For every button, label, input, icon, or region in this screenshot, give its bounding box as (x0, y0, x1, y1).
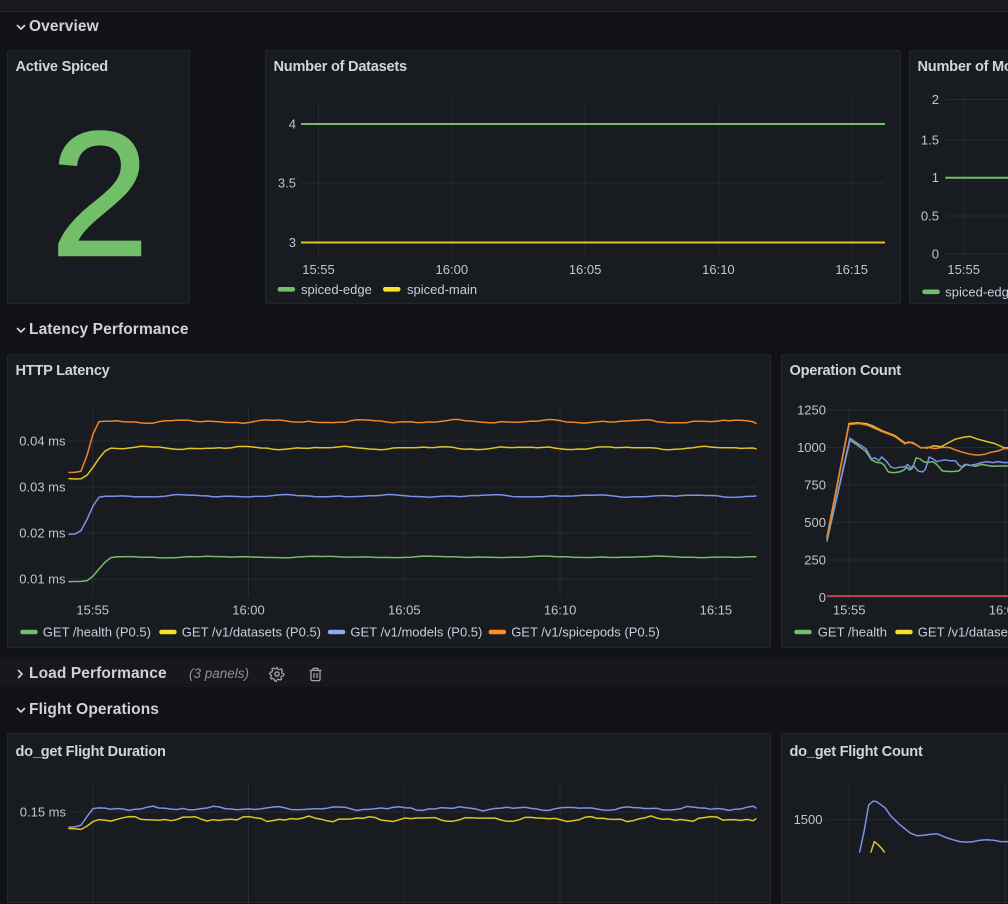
svg-text:4: 4 (289, 117, 296, 132)
svg-text:3.5: 3.5 (278, 176, 296, 191)
svg-text:1: 1 (932, 170, 939, 185)
svg-text:GET /v1/spicepods (P0.5): GET /v1/spicepods (P0.5) (511, 625, 660, 640)
svg-text:0.5: 0.5 (921, 209, 939, 224)
svg-text:16:00: 16:00 (989, 603, 1008, 618)
svg-text:spiced-edge: spiced-edge (301, 282, 372, 297)
svg-text:2: 2 (932, 92, 939, 107)
svg-text:15:55: 15:55 (833, 603, 866, 618)
svg-text:16:10: 16:10 (544, 603, 577, 618)
svg-text:15:55: 15:55 (76, 603, 109, 618)
svg-text:1250: 1250 (797, 403, 826, 418)
svg-text:spiced-main: spiced-main (407, 282, 477, 297)
svg-text:16:15: 16:15 (835, 262, 868, 277)
svg-text:GET /health: GET /health (818, 625, 887, 640)
svg-text:750: 750 (804, 478, 826, 493)
svg-text:GET /v1/datasets (P0.5): GET /v1/datasets (P0.5) (182, 625, 321, 640)
svg-text:250: 250 (804, 553, 826, 568)
svg-text:0.04 ms: 0.04 ms (19, 434, 66, 449)
svg-text:15:55: 15:55 (947, 262, 980, 277)
svg-text:1.5: 1.5 (921, 133, 939, 148)
svg-text:16:10: 16:10 (702, 262, 735, 277)
svg-text:500: 500 (804, 515, 826, 530)
svg-text:16:00: 16:00 (436, 262, 469, 277)
svg-text:16:05: 16:05 (388, 603, 421, 618)
svg-text:0.01 ms: 0.01 ms (19, 572, 66, 587)
svg-text:3: 3 (289, 235, 296, 250)
svg-text:GET /v1/datasets: GET /v1/datasets (918, 625, 1008, 640)
svg-text:GET /health (P0.5): GET /health (P0.5) (43, 625, 151, 640)
svg-text:16:05: 16:05 (569, 262, 602, 277)
svg-text:1000: 1000 (797, 440, 826, 455)
svg-text:1500: 1500 (794, 812, 823, 827)
svg-text:15:55: 15:55 (302, 262, 335, 277)
svg-text:GET /v1/models (P0.5): GET /v1/models (P0.5) (350, 625, 482, 640)
svg-text:0.15 ms: 0.15 ms (20, 805, 67, 820)
svg-text:0.03 ms: 0.03 ms (19, 480, 66, 495)
svg-text:16:00: 16:00 (232, 603, 265, 618)
svg-text:0.02 ms: 0.02 ms (19, 526, 66, 541)
svg-text:0: 0 (819, 590, 826, 605)
svg-text:spiced-edge: spiced-edge (945, 284, 1008, 299)
svg-text:0: 0 (932, 247, 939, 262)
svg-text:16:15: 16:15 (700, 603, 733, 618)
